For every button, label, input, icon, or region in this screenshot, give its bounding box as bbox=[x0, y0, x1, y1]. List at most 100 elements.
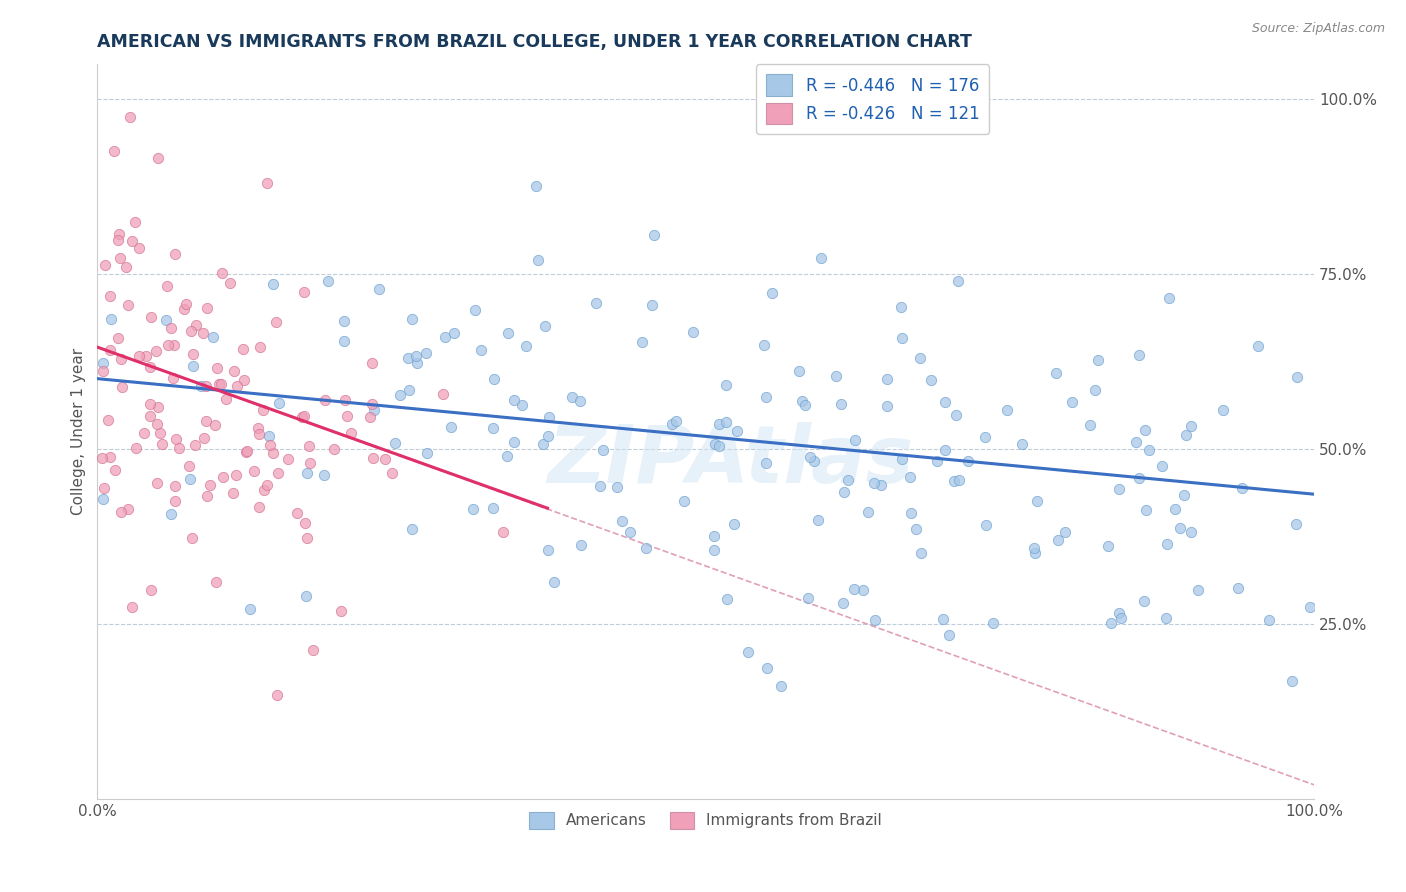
Point bbox=[314, 467, 336, 482]
Point bbox=[834, 485, 856, 500]
Point bbox=[943, 474, 966, 488]
Point bbox=[1135, 503, 1157, 517]
Point bbox=[257, 429, 280, 443]
Point bbox=[862, 475, 884, 490]
Point bbox=[173, 301, 195, 316]
Point bbox=[384, 436, 406, 450]
Point bbox=[388, 388, 411, 402]
Point bbox=[761, 285, 783, 300]
Point bbox=[285, 507, 308, 521]
Point bbox=[934, 443, 956, 458]
Point bbox=[1087, 353, 1109, 368]
Point bbox=[98, 343, 121, 358]
Point bbox=[163, 247, 186, 261]
Point bbox=[1108, 482, 1130, 496]
Point bbox=[799, 450, 821, 464]
Point bbox=[361, 397, 384, 411]
Point bbox=[148, 400, 170, 414]
Point bbox=[561, 390, 583, 404]
Point bbox=[891, 452, 914, 467]
Point bbox=[93, 481, 115, 495]
Point bbox=[333, 334, 356, 348]
Point bbox=[891, 331, 914, 345]
Point bbox=[793, 398, 815, 412]
Point bbox=[256, 478, 278, 492]
Point bbox=[714, 378, 737, 392]
Point bbox=[1024, 546, 1046, 560]
Point bbox=[704, 436, 727, 450]
Point bbox=[716, 591, 738, 606]
Point bbox=[264, 314, 287, 328]
Point bbox=[124, 215, 146, 229]
Point bbox=[1156, 537, 1178, 551]
Point bbox=[807, 513, 830, 527]
Point bbox=[128, 349, 150, 363]
Point bbox=[195, 414, 218, 428]
Point bbox=[160, 507, 183, 521]
Point bbox=[592, 443, 614, 458]
Point bbox=[470, 343, 492, 357]
Point bbox=[737, 645, 759, 659]
Point bbox=[176, 297, 198, 311]
Point bbox=[193, 431, 215, 445]
Point bbox=[201, 330, 224, 344]
Point bbox=[927, 454, 949, 468]
Point bbox=[124, 441, 146, 455]
Point bbox=[239, 602, 262, 616]
Point bbox=[186, 318, 208, 333]
Point bbox=[108, 227, 131, 241]
Point bbox=[110, 351, 132, 366]
Point bbox=[876, 399, 898, 413]
Point bbox=[503, 434, 526, 449]
Point bbox=[482, 372, 505, 386]
Point bbox=[292, 409, 315, 423]
Point bbox=[181, 359, 204, 374]
Point bbox=[870, 478, 893, 492]
Point bbox=[569, 538, 592, 552]
Point bbox=[266, 688, 288, 702]
Point bbox=[329, 604, 352, 618]
Point bbox=[162, 371, 184, 385]
Point bbox=[149, 425, 172, 440]
Point bbox=[1299, 599, 1322, 614]
Point bbox=[900, 506, 922, 520]
Point bbox=[141, 582, 163, 597]
Point bbox=[631, 334, 654, 349]
Point bbox=[90, 451, 112, 466]
Point bbox=[97, 413, 120, 427]
Point bbox=[492, 525, 515, 540]
Point bbox=[440, 420, 463, 434]
Point bbox=[121, 600, 143, 615]
Point bbox=[115, 260, 138, 274]
Point bbox=[844, 433, 866, 447]
Point bbox=[1137, 442, 1160, 457]
Point bbox=[569, 394, 592, 409]
Point bbox=[139, 310, 162, 324]
Point bbox=[1175, 428, 1198, 442]
Point bbox=[163, 338, 186, 352]
Point bbox=[295, 532, 318, 546]
Point bbox=[709, 439, 731, 453]
Point bbox=[1084, 383, 1107, 397]
Point bbox=[787, 364, 810, 378]
Point bbox=[139, 397, 162, 411]
Point bbox=[298, 456, 321, 470]
Point bbox=[606, 480, 628, 494]
Point bbox=[406, 355, 429, 369]
Point bbox=[159, 321, 181, 335]
Text: AMERICAN VS IMMIGRANTS FROM BRAZIL COLLEGE, UNDER 1 YEAR CORRELATION CHART: AMERICAN VS IMMIGRANTS FROM BRAZIL COLLE… bbox=[97, 33, 972, 51]
Point bbox=[537, 410, 560, 425]
Point bbox=[211, 266, 233, 280]
Point bbox=[205, 360, 228, 375]
Point bbox=[298, 439, 321, 453]
Point bbox=[195, 379, 218, 393]
Point bbox=[361, 451, 384, 466]
Point bbox=[709, 417, 731, 431]
Point bbox=[103, 463, 125, 477]
Point bbox=[723, 517, 745, 532]
Point bbox=[810, 251, 832, 265]
Point bbox=[932, 611, 955, 625]
Point bbox=[1099, 616, 1122, 631]
Point bbox=[98, 450, 121, 464]
Point bbox=[292, 285, 315, 300]
